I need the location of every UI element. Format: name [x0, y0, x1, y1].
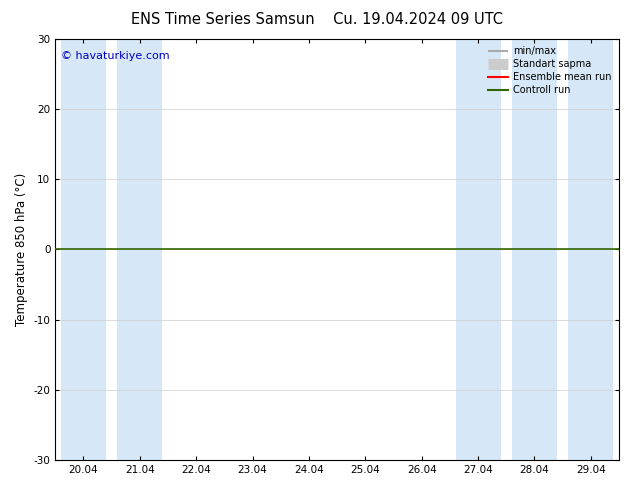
Legend: min/max, Standart sapma, Ensemble mean run, Controll run: min/max, Standart sapma, Ensemble mean r… — [486, 44, 614, 98]
Bar — [568, 39, 613, 460]
Bar — [512, 39, 557, 460]
Bar — [117, 39, 162, 460]
Text: © havaturkiye.com: © havaturkiye.com — [61, 51, 169, 61]
Text: ENS Time Series Samsun    Cu. 19.04.2024 09 UTC: ENS Time Series Samsun Cu. 19.04.2024 09… — [131, 12, 503, 27]
Bar — [61, 39, 106, 460]
Y-axis label: Temperature 850 hPa (°C): Temperature 850 hPa (°C) — [15, 173, 28, 326]
Bar — [455, 39, 501, 460]
